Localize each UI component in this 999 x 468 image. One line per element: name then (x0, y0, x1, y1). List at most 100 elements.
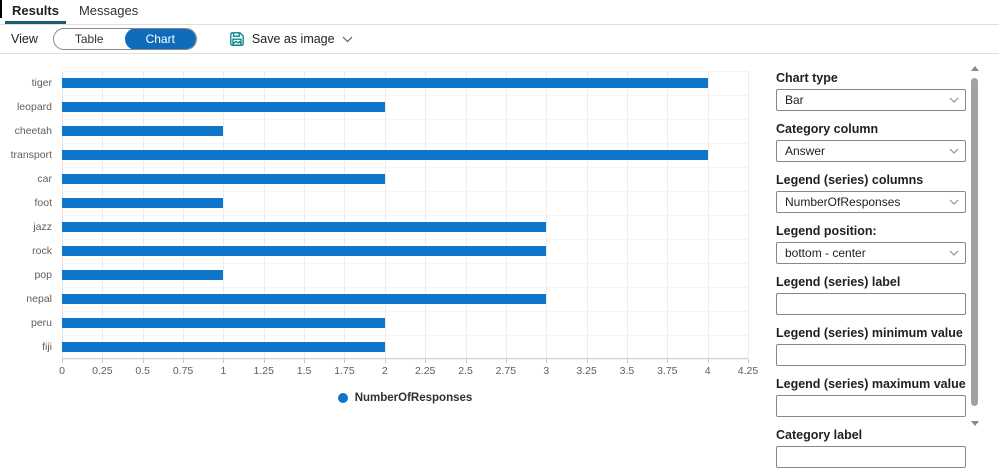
x-tick-label: 2 (381, 365, 388, 377)
row-separator (62, 263, 748, 264)
view-label: View (11, 32, 38, 46)
x-tick-mark (626, 359, 628, 363)
category-label-fiji: fiji (42, 341, 52, 353)
legend-columns-value: NumberOfResponses (785, 195, 901, 209)
x-tick-mark (304, 359, 306, 363)
chart-section: tiger leopard cheetah transport car foot jazz r… (0, 71, 758, 430)
category-label-transport: transport (10, 149, 52, 161)
view-toggle: Table Chart (52, 28, 197, 50)
category-label-nepal: nepal (26, 293, 52, 305)
chevron-down-icon (342, 36, 353, 43)
category-labels: tiger leopard cheetah transport car foot jazz r… (0, 71, 62, 359)
x-tick-label: 0 (59, 365, 65, 377)
gridline (505, 71, 507, 358)
gridline (263, 71, 265, 358)
gridline (465, 71, 467, 358)
toggle-table-label: Table (74, 32, 104, 46)
legend-min-label: Legend (series) minimum value (776, 326, 963, 340)
chart-type-label: Chart type (776, 71, 838, 85)
tab-results[interactable]: Results (2, 0, 69, 24)
row-separator (62, 335, 748, 336)
chart-type-value: Bar (785, 93, 804, 107)
category-label-rock: rock (32, 245, 52, 257)
gridline (344, 71, 346, 358)
x-tick-label: 0.25 (92, 365, 113, 377)
category-label-peru: peru (30, 317, 52, 329)
category-label-pop: pop (34, 269, 52, 281)
view-toolbar: View Table Chart Save as image (0, 25, 999, 54)
legend-marker-icon (337, 393, 348, 403)
gridline (62, 71, 63, 358)
tab-messages[interactable]: Messages (69, 0, 148, 24)
category-label-cheetah: cheetah (14, 125, 52, 137)
category-label-input[interactable] (776, 446, 966, 468)
scrollbar-down-arrow-icon[interactable] (971, 421, 979, 426)
x-tick-mark (707, 359, 709, 363)
x-tick-label: 2.5 (458, 365, 473, 377)
x-tick-mark (505, 359, 507, 363)
legend-label-input[interactable] (776, 293, 966, 315)
scrollbar-thumb[interactable] (971, 78, 978, 406)
toggle-table-button[interactable]: Table (54, 29, 125, 49)
chevron-down-icon (949, 199, 959, 205)
category-column-label: Category column (776, 122, 879, 136)
plot-area (62, 71, 749, 360)
x-tick-label: 4 (704, 365, 711, 377)
bar-rock (62, 246, 547, 256)
category-column-value: Answer (785, 144, 826, 158)
x-axis: 0 0.25 0.5 0.75 1 1.25 1.5 1.75 2 2.25 2.5 2.75 3 3.2… (59, 359, 758, 379)
scrollbar-up-arrow-icon[interactable] (971, 66, 979, 71)
toggle-chart-button[interactable]: Chart (124, 29, 196, 49)
category-label-jazz: jazz (33, 221, 52, 233)
results-content: tiger leopard cheetah transport car foot jazz r… (0, 54, 999, 468)
chart-type-select[interactable]: Bar (776, 89, 966, 111)
row-separator (62, 287, 748, 288)
x-tick-mark (425, 359, 427, 363)
x-tick-mark (183, 359, 185, 363)
legend-position-select[interactable]: bottom - center (776, 242, 966, 264)
x-tick-mark (748, 359, 749, 363)
save-as-image-label: Save as image (251, 32, 335, 46)
row-separator (62, 239, 748, 240)
category-label-tiger: tiger (31, 77, 52, 89)
legend-max-input[interactable] (776, 395, 966, 417)
legend-columns-select[interactable]: NumberOfResponses (776, 191, 966, 213)
splitter-mark (0, 0, 2, 18)
legend-position-label: Legend position: (776, 224, 877, 238)
legend-max-label: Legend (series) maximum value (776, 377, 966, 391)
row-separator (62, 215, 748, 216)
chevron-down-icon (949, 97, 959, 103)
tab-results-label: Results (12, 3, 59, 18)
x-tick-label: 3 (543, 365, 550, 377)
save-as-image-icon (229, 31, 245, 47)
bar-car (62, 174, 385, 184)
x-tick-label: 1 (220, 365, 227, 377)
gridline (546, 71, 548, 358)
gridline (707, 71, 709, 358)
x-tick-label: 1.75 (334, 365, 355, 377)
x-tick-label: 0.5 (135, 365, 151, 377)
row-separator (62, 167, 748, 168)
x-tick-mark (142, 359, 144, 363)
x-tick-label: 1.25 (253, 365, 274, 377)
legend-min-input[interactable] (776, 344, 966, 366)
category-column-select[interactable]: Answer (776, 140, 966, 162)
save-as-image-button[interactable]: Save as image (229, 31, 353, 47)
gridline (667, 71, 669, 358)
gridline (425, 71, 427, 358)
gridline (223, 71, 225, 358)
x-tick-mark (384, 359, 386, 363)
x-tick-mark (586, 359, 588, 363)
results-tabs-bar: Results Messages (0, 0, 999, 25)
x-tick-label: 1.5 (296, 365, 312, 377)
gridline (304, 71, 306, 358)
bar-foot (62, 198, 224, 208)
category-label-car: car (37, 173, 52, 185)
bar-leopard (62, 102, 385, 112)
row-separator (62, 143, 748, 144)
gridline (142, 71, 144, 358)
gridline (183, 71, 185, 358)
toggle-chart-label: Chart (145, 32, 175, 46)
chevron-down-icon (949, 148, 959, 154)
chart-legend[interactable]: NumberOfResponses (62, 392, 748, 404)
